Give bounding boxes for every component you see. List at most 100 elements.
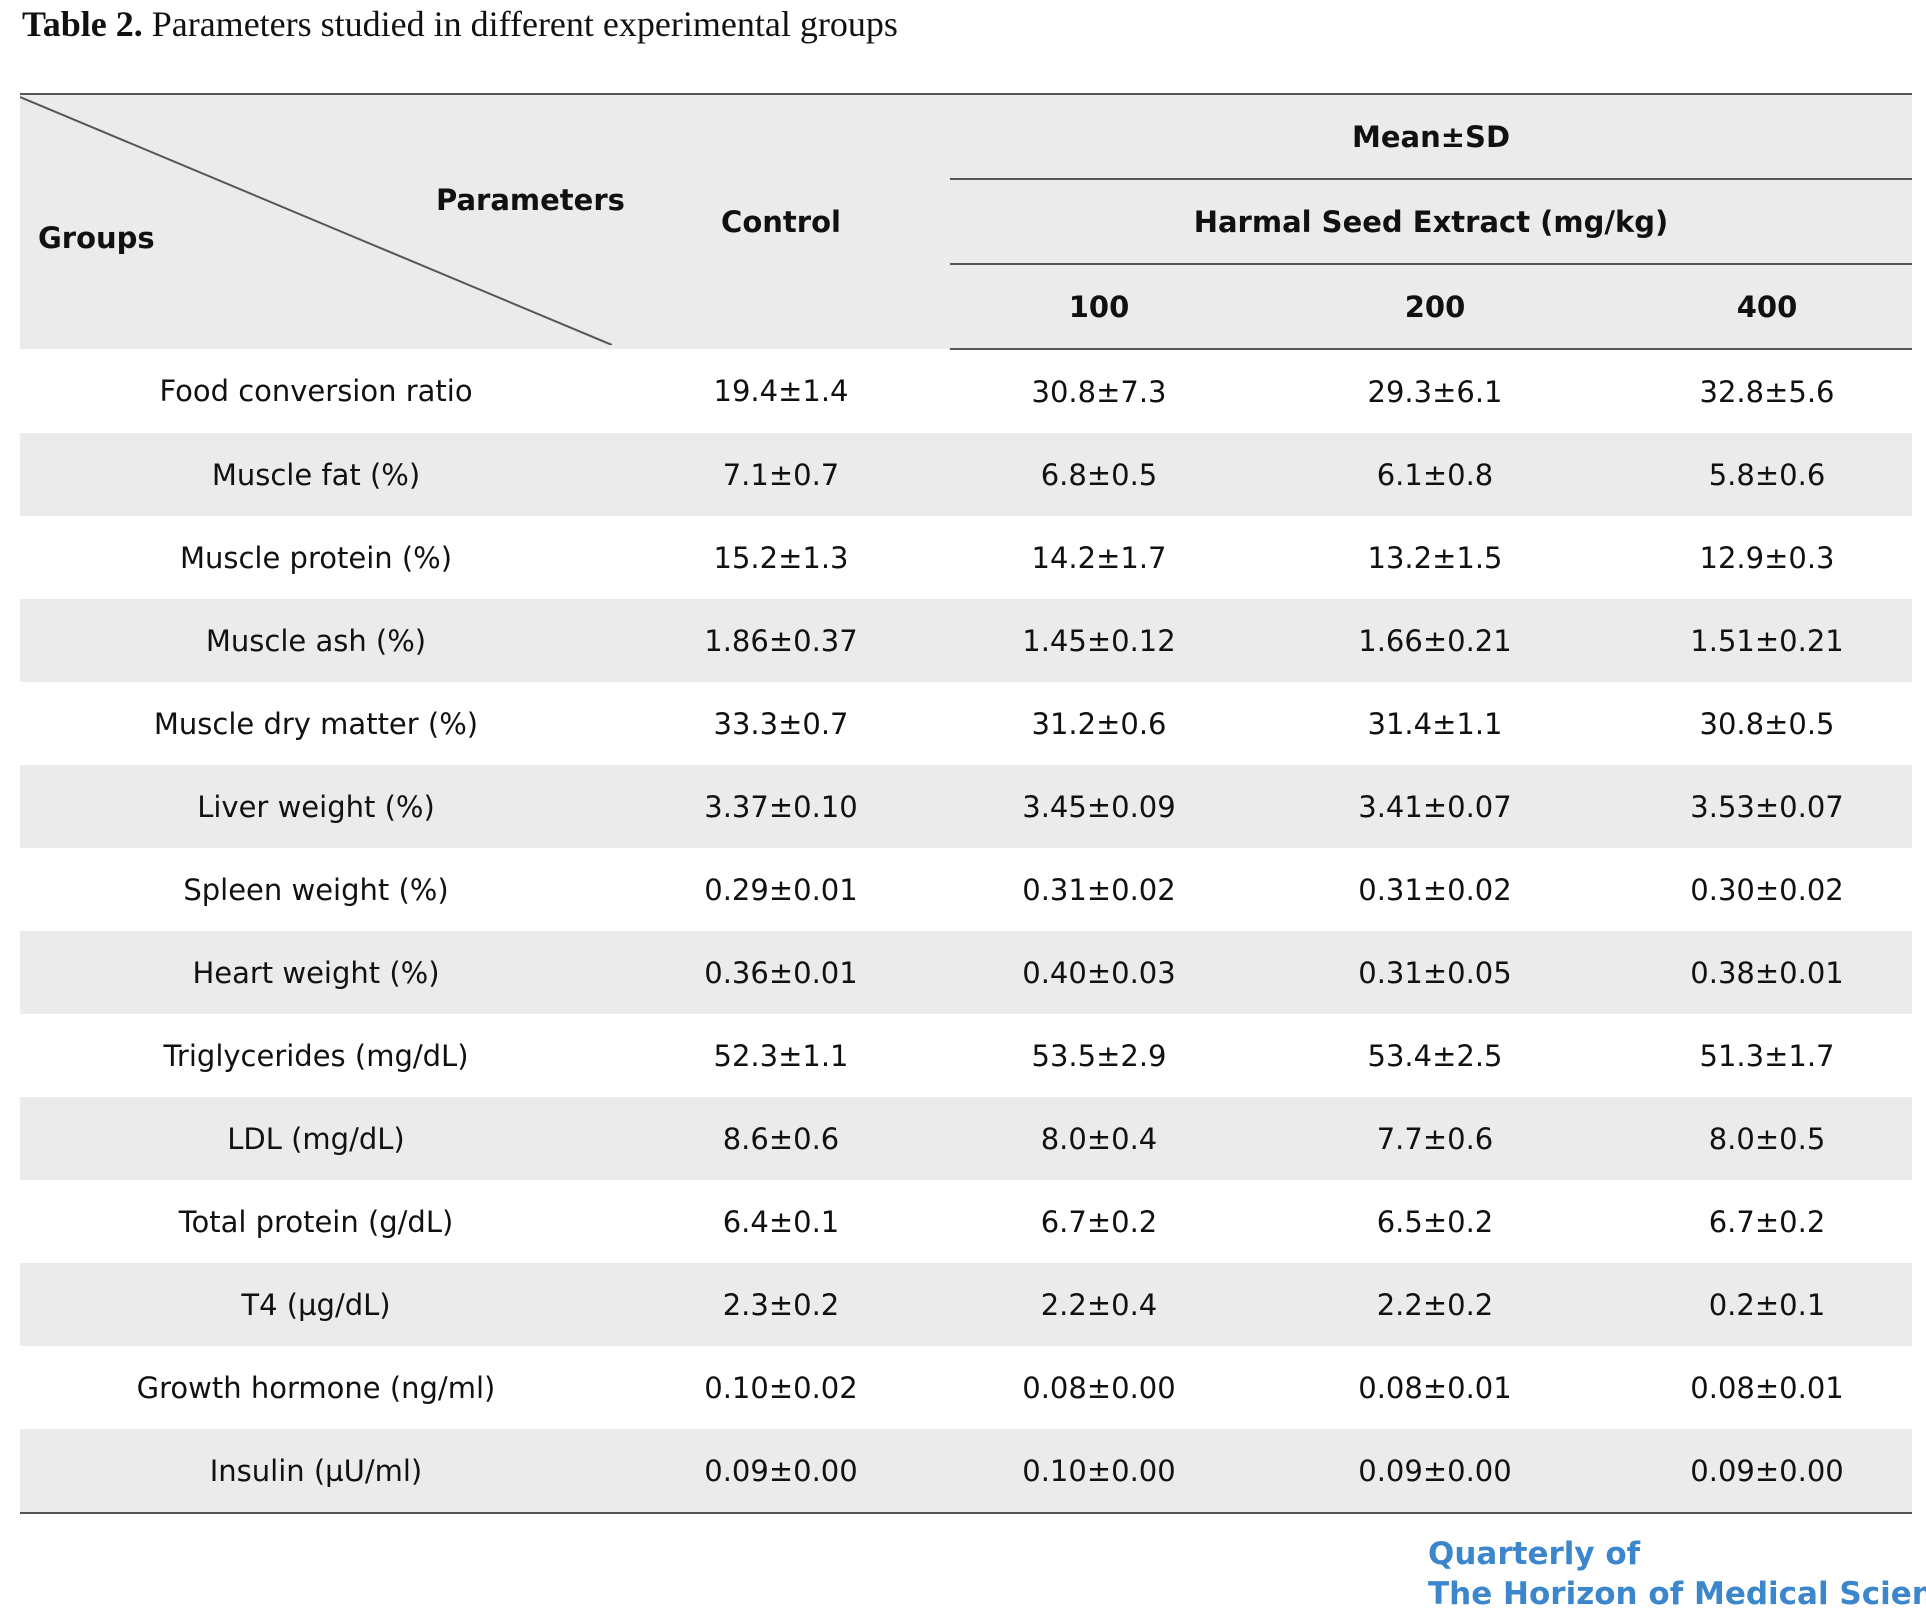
value-cell-100: 8.0±0.4	[950, 1097, 1248, 1180]
value-cell-control: 0.29±0.01	[704, 872, 858, 907]
value-cell-400: 1.51±0.21	[1622, 599, 1913, 682]
value-cell-400: 0.08±0.01	[1690, 1370, 1844, 1405]
value-cell-100: 53.5±2.9	[1031, 1038, 1167, 1073]
mean-sd-header: Mean±SD	[950, 93, 1913, 180]
value-cell-100: 6.8±0.5	[950, 433, 1248, 516]
value-cell-control: 33.3±0.7	[713, 706, 849, 741]
value-cell-200: 6.1±0.8	[1248, 433, 1622, 516]
value-cell-200: 31.4±1.1	[1367, 706, 1503, 741]
value-cell-400: 51.3±1.7	[1699, 1038, 1835, 1073]
value-cell-100: 1.45±0.12	[950, 599, 1248, 682]
table-row: LDL (mg/dL) 8.6±0.6 8.0±0.4 7.7±0.6 8.0±…	[20, 1097, 1913, 1180]
parameter-cell: Triglycerides (mg/dL)	[163, 1038, 469, 1073]
table-row: Total protein (g/dL) 6.4±0.1 6.7±0.2 6.5…	[20, 1180, 1912, 1263]
value-cell-400: 30.8±0.5	[1699, 706, 1835, 741]
value-cell-400: 0.30±0.02	[1690, 872, 1844, 907]
parameter-cell: T4 (µg/dL)	[20, 1263, 612, 1346]
value-cell-100: 0.10±0.00	[950, 1429, 1248, 1514]
value-cell-400: 0.09±0.00	[1622, 1429, 1913, 1514]
parameter-cell: Liver weight (%)	[20, 765, 612, 848]
table-row: Muscle dry matter (%) 33.3±0.7 31.2±0.6 …	[20, 682, 1912, 765]
table-caption-text: Parameters studied in different experime…	[151, 4, 898, 44]
table-row: Heart weight (%) 0.36±0.01 0.40±0.03 0.3…	[20, 931, 1913, 1014]
table-row: Growth hormone (ng/ml) 0.10±0.02 0.08±0.…	[20, 1346, 1912, 1429]
value-cell-400: 12.9±0.3	[1699, 540, 1835, 575]
parameter-cell: Growth hormone (ng/ml)	[136, 1370, 496, 1405]
table-row: Insulin (µU/ml) 0.09±0.00 0.10±0.00 0.09…	[20, 1429, 1913, 1514]
value-cell-200: 3.41±0.07	[1248, 765, 1622, 848]
value-cell-100: 31.2±0.6	[1031, 706, 1167, 741]
journal-logo-line1: Quarterly of	[1428, 1536, 1641, 1572]
journal-logo-line2: The Horizon of Medical Sciences	[1428, 1576, 1926, 1612]
parameter-cell: Food conversion ratio	[159, 374, 473, 408]
parameter-cell: LDL (mg/dL)	[20, 1097, 612, 1180]
value-cell-400: 32.8±5.6	[1699, 374, 1835, 409]
parameter-cell: Spleen weight (%)	[183, 872, 449, 907]
diagonal-divider	[20, 96, 612, 345]
value-cell-100: 6.7±0.2	[1040, 1204, 1158, 1239]
value-cell-control: 0.10±0.02	[704, 1370, 858, 1405]
value-cell-400: 5.8±0.6	[1622, 433, 1913, 516]
table-row: Liver weight (%) 3.37±0.10 3.45±0.09 3.4…	[20, 765, 1913, 848]
value-cell-200: 53.4±2.5	[1367, 1038, 1503, 1073]
table-row: Muscle ash (%) 1.86±0.37 1.45±0.12 1.66±…	[20, 599, 1913, 682]
dose-header-100: 100	[950, 264, 1248, 350]
value-cell-200: 6.5±0.2	[1376, 1204, 1494, 1239]
value-cell-control: 7.1±0.7	[612, 433, 950, 516]
value-cell-200: 0.31±0.02	[1358, 872, 1512, 907]
value-cell-200: 0.31±0.05	[1248, 931, 1622, 1014]
parameter-cell: Muscle protein (%)	[179, 540, 453, 575]
extract-header: Harmal Seed Extract (mg/kg)	[950, 179, 1913, 265]
control-header: Control	[612, 93, 950, 349]
value-cell-control: 3.37±0.10	[612, 765, 950, 848]
table-row: Muscle fat (%) 7.1±0.7 6.8±0.5 6.1±0.8 5…	[20, 433, 1913, 516]
parameters-header-label: Parameters	[436, 183, 625, 217]
table-caption: Table 2. Parameters studied in different…	[22, 2, 898, 46]
value-cell-control: 0.09±0.00	[612, 1429, 950, 1514]
table-row: Food conversion ratio 19.4±1.4 30.8±7.3 …	[20, 349, 1912, 433]
parameter-cell: Muscle ash (%)	[20, 599, 612, 682]
value-cell-100: 0.08±0.00	[1022, 1370, 1176, 1405]
value-cell-400: 8.0±0.5	[1622, 1097, 1913, 1180]
dose-header-400: 400	[1622, 264, 1913, 350]
value-cell-control: 52.3±1.1	[713, 1038, 849, 1073]
value-cell-control: 0.36±0.01	[612, 931, 950, 1014]
value-cell-200: 0.08±0.01	[1358, 1370, 1512, 1405]
data-table-container: Parameters Groups Control Mean±SD Harmal…	[20, 93, 1913, 1514]
value-cell-100: 0.40±0.03	[950, 931, 1248, 1014]
table-row: Muscle protein (%) 15.2±1.3 14.2±1.7 13.…	[20, 516, 1912, 599]
groups-parameters-header: Parameters Groups	[20, 93, 625, 349]
table-caption-label: Table 2.	[22, 4, 143, 44]
journal-logo: Quarterly of The Horizon of Medical Scie…	[1428, 1534, 1926, 1614]
value-cell-200: 0.09±0.00	[1248, 1429, 1622, 1514]
value-cell-100: 0.31±0.02	[1022, 872, 1176, 907]
parameter-cell: Total protein (g/dL)	[178, 1204, 454, 1239]
table-row: T4 (µg/dL) 2.3±0.2 2.2±0.4 2.2±0.2 0.2±0…	[20, 1263, 1913, 1346]
table-header: Parameters Groups Control Mean±SD Harmal…	[20, 93, 1913, 350]
value-cell-control: 6.4±0.1	[722, 1204, 840, 1239]
value-cell-400: 0.38±0.01	[1622, 931, 1913, 1014]
groups-header-label: Groups	[38, 221, 155, 255]
value-cell-100: 30.8±7.3	[1031, 374, 1167, 409]
value-cell-200: 7.7±0.6	[1248, 1097, 1622, 1180]
value-cell-100: 2.2±0.4	[950, 1263, 1248, 1346]
table-row: Spleen weight (%) 0.29±0.01 0.31±0.02 0.…	[20, 848, 1912, 931]
value-cell-200: 29.3±6.1	[1367, 374, 1503, 409]
value-cell-200: 1.66±0.21	[1248, 599, 1622, 682]
value-cell-control: 8.6±0.6	[612, 1097, 950, 1180]
value-cell-100: 14.2±1.7	[1031, 540, 1167, 575]
parameter-cell: Muscle dry matter (%)	[153, 706, 479, 741]
value-cell-control: 2.3±0.2	[612, 1263, 950, 1346]
table-body: Food conversion ratio 19.4±1.4 30.8±7.3 …	[20, 349, 1913, 1514]
value-cell-control: 19.4±1.4	[713, 374, 849, 408]
value-cell-control: 1.86±0.37	[612, 599, 950, 682]
dose-header-200: 200	[1248, 264, 1622, 350]
value-cell-200: 2.2±0.2	[1248, 1263, 1622, 1346]
parameter-cell: Muscle fat (%)	[20, 433, 612, 516]
parameter-cell: Heart weight (%)	[20, 931, 612, 1014]
value-cell-400: 6.7±0.2	[1708, 1204, 1826, 1239]
value-cell-100: 3.45±0.09	[950, 765, 1248, 848]
value-cell-200: 13.2±1.5	[1367, 540, 1503, 575]
table-row: Triglycerides (mg/dL) 52.3±1.1 53.5±2.9 …	[20, 1014, 1912, 1097]
parameter-cell: Insulin (µU/ml)	[20, 1429, 612, 1514]
